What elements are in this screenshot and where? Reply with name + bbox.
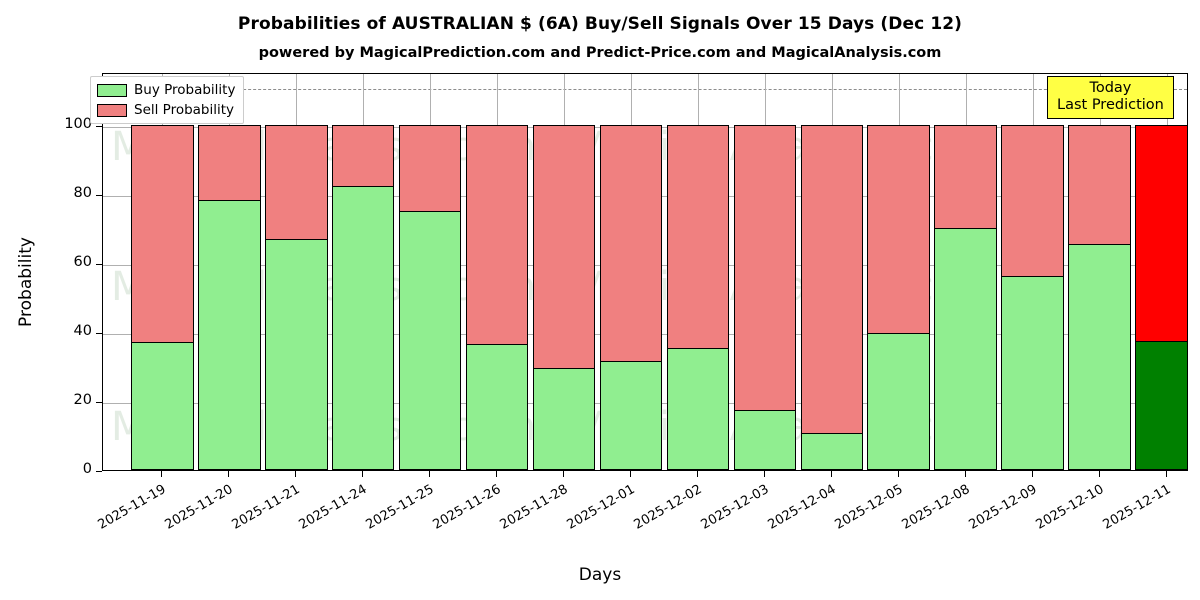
y-tick-label-80: 80: [73, 184, 92, 201]
chart-legend: Buy Probability Sell Probability: [90, 76, 245, 124]
bar-segment-sell: [533, 125, 595, 369]
bar-segment-buy: [332, 185, 394, 469]
y-tick-mark-40: [96, 332, 102, 334]
x-axis-label: Days: [578, 565, 622, 585]
bar-2025-11-21[interactable]: [264, 124, 328, 470]
bar-2025-11-28[interactable]: [532, 124, 596, 470]
bar-segment-buy: [600, 360, 662, 469]
bar-2025-11-26[interactable]: [465, 124, 529, 470]
legend-swatch-buy: [97, 83, 127, 97]
x-tick-mark-2025-11-20: [228, 471, 230, 477]
x-tick-mark-2025-11-21: [295, 471, 297, 477]
gridline-top-dashed: [103, 88, 1187, 90]
bar-2025-12-02[interactable]: [666, 124, 730, 470]
y-tick-mark-0: [96, 471, 102, 472]
bar-segment-buy: [868, 332, 930, 469]
bar-segment-sell: [132, 125, 193, 343]
bar-segment-sell: [868, 125, 930, 333]
bar-segment-buy: [466, 343, 528, 469]
bar-2025-12-10[interactable]: [1068, 124, 1131, 470]
bar-segment-sell: [265, 125, 327, 240]
y-tick-mark-60: [96, 263, 102, 265]
bar-segment-buy: [265, 239, 327, 469]
bar-segment-sell: [600, 125, 662, 361]
bar-2025-12-04[interactable]: [800, 124, 864, 470]
bar-segment-sell: [198, 125, 260, 200]
y-tick-label-0: 0: [82, 461, 92, 477]
bar-segment-sell: [667, 125, 729, 348]
x-tick-mark-2025-12-01: [629, 471, 631, 477]
bar-2025-11-19[interactable]: [131, 124, 194, 470]
bar-segment-buy: [734, 409, 796, 469]
bar-segment-buy: [801, 432, 863, 469]
legend-swatch-sell: [97, 103, 127, 117]
bar-segment-sell: [935, 125, 997, 228]
bar-segment-buy: [1002, 276, 1063, 469]
bar-segment-sell: [734, 125, 796, 410]
bar-segment-sell: [1069, 125, 1130, 245]
bar-2025-11-20[interactable]: [197, 124, 261, 470]
bar-2025-11-25[interactable]: [398, 124, 462, 470]
plot-area: MagicalAnalysis.comMagicalAnalysis.comMa…: [102, 73, 1188, 471]
bar-segment-buy: [399, 210, 461, 469]
bar-2025-12-05[interactable]: [867, 124, 931, 470]
today-annotation: Today Last Prediction: [1047, 76, 1174, 120]
bar-2025-12-01[interactable]: [599, 124, 663, 470]
legend-label-buy: Buy Probability: [134, 82, 236, 98]
x-tick-mark-2025-11-26: [496, 471, 498, 477]
bar-segment-buy: [935, 227, 997, 469]
y-tick-label-40: 40: [73, 322, 92, 339]
bar-segment-buy: [533, 368, 595, 469]
bar-segment-sell: [1002, 125, 1063, 277]
x-tick-mark-2025-12-02: [696, 471, 698, 477]
y-tick-label-60: 60: [73, 253, 92, 270]
legend-label-sell: Sell Probability: [134, 102, 235, 118]
bar-2025-12-03[interactable]: [733, 124, 797, 470]
today-label-line2: Last Prediction: [1057, 97, 1164, 114]
x-tick-mark-2025-11-28: [563, 471, 565, 477]
y-tick-mark-100: [96, 125, 102, 127]
y-tick-label-20: 20: [73, 391, 92, 408]
x-tick-mark-2025-12-10: [1098, 471, 1100, 477]
x-tick-mark-2025-11-24: [362, 471, 364, 477]
x-tick-mark-2025-12-03: [763, 471, 765, 477]
x-tick-mark-2025-12-09: [1031, 471, 1033, 477]
bar-segment-sell: [332, 125, 394, 186]
bar-today[interactable]: [1135, 124, 1187, 470]
bar-segment-sell: [1136, 125, 1187, 341]
legend-item-sell: Sell Probability: [97, 102, 235, 118]
x-tick-mark-2025-11-19: [161, 471, 163, 477]
bar-segment-sell: [399, 125, 461, 211]
y-axis-label: Probability: [16, 237, 36, 327]
y-tick-label-100: 100: [64, 115, 92, 132]
bar-segment-buy: [1136, 340, 1187, 469]
x-tick-mark-2025-12-04: [830, 471, 832, 477]
bar-segment-buy: [132, 342, 193, 469]
x-tick-mark-2025-12-05: [897, 471, 899, 477]
y-tick-mark-20: [96, 401, 102, 403]
legend-item-buy: Buy Probability: [97, 82, 235, 98]
bar-segment-sell: [466, 125, 528, 344]
x-tick-mark-2025-11-25: [429, 471, 431, 477]
bar-2025-12-08[interactable]: [934, 124, 998, 470]
bar-segment-buy: [1069, 244, 1130, 469]
x-tick-mark-2025-12-08: [964, 471, 966, 477]
bar-segment-buy: [667, 347, 729, 469]
chart-title: Probabilities of AUSTRALIAN $ (6A) Buy/S…: [237, 14, 963, 34]
bar-2025-11-24[interactable]: [331, 124, 395, 470]
x-tick-mark-2025-12-11: [1165, 471, 1167, 477]
bar-segment-buy: [198, 199, 260, 469]
y-tick-mark-80: [96, 194, 102, 196]
bar-2025-12-09[interactable]: [1001, 124, 1064, 470]
chart-subtitle: powered by MagicalPrediction.com and Pre…: [258, 45, 942, 61]
today-label-line1: Today: [1089, 80, 1132, 96]
bar-segment-sell: [801, 125, 863, 433]
